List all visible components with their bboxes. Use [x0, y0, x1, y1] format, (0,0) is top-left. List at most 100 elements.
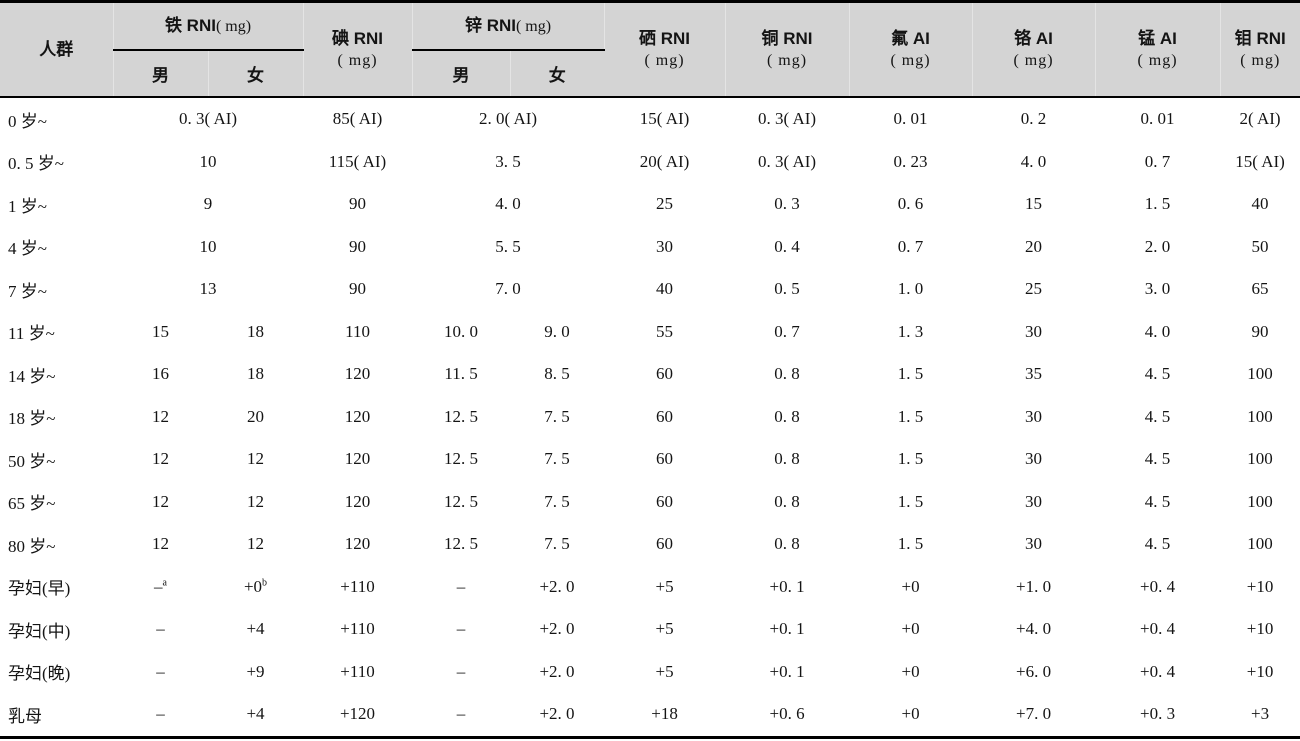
table-row: 0 岁~ 0. 3( AI) 85( AI) 2. 0( AI) 15( AI) 0. 3… [0, 96, 1300, 141]
row-label: 14 岁~ [0, 353, 113, 396]
cell: +0. 6 [725, 693, 850, 737]
row-label: 孕妇(中) [0, 608, 113, 651]
row-label: 65 岁~ [0, 480, 113, 523]
header-fluorine-title: 氟 AI [891, 28, 930, 48]
header-iodine: 碘 RNI ( mg) [303, 1, 413, 97]
cell: 100 [1220, 480, 1300, 523]
cell: 18 [208, 353, 304, 396]
cell: 90 [1220, 310, 1300, 353]
cell: 0. 8 [725, 438, 850, 481]
cell: 0. 01 [1095, 96, 1221, 141]
header-iron-title: 铁 RNI [164, 15, 216, 35]
cell: +2. 0 [510, 565, 605, 608]
cell: +2. 0 [510, 693, 605, 737]
cell: 1. 5 [1095, 183, 1221, 226]
cell: +10 [1220, 565, 1300, 608]
row-label: 80 岁~ [0, 523, 113, 566]
cell: 20 [208, 395, 304, 438]
cell: +1. 0 [972, 565, 1096, 608]
footnote-marker: b [262, 577, 268, 589]
cell: +4 [208, 693, 304, 737]
cell: 50 [1220, 225, 1300, 268]
header-chromium-unit: ( mg) [1013, 51, 1054, 69]
cell: 20( AI) [604, 140, 726, 183]
cell: – [113, 693, 208, 737]
cell: 30 [972, 438, 1096, 481]
cell: +0 [849, 565, 973, 608]
cell: 0. 8 [725, 480, 850, 523]
cell: 7. 5 [510, 480, 605, 523]
cell: 4. 0 [1095, 310, 1221, 353]
cell: 3. 0 [1095, 268, 1221, 311]
table-row: 乳母 – +4 +120– +2. 0 +18 +0. 6 +0 +7. 0 +0. 3 +3 [0, 693, 1300, 737]
row-label: 乳母 [0, 693, 113, 737]
cell: +0. 1 [725, 608, 850, 651]
header-zinc-unit: ( mg) [515, 17, 552, 35]
cell: 16 [113, 353, 208, 396]
row-label: 11 岁~ [0, 310, 113, 353]
header-fluorine: 氟 AI ( mg) [849, 1, 973, 97]
cell: 1. 5 [849, 395, 973, 438]
cell: +0. 1 [725, 650, 850, 693]
table-row: 0. 5 岁~ 10 115( AI) 3. 5 20( AI) 0. 3( AI) 0. … [0, 140, 1300, 183]
table-row: 4 岁~ 10 90 5. 5 30 0. 4 0. 7 20 2. 0 50 [0, 225, 1300, 268]
cell: 40 [1220, 183, 1300, 226]
cell: 0. 5 [725, 268, 850, 311]
cell: 1. 3 [849, 310, 973, 353]
header-population-label: 人群 [39, 39, 74, 59]
cell: 120 [303, 523, 413, 566]
cell: 4. 0 [412, 183, 605, 226]
table-row: 80 岁~ 12 12 120 12. 5 7. 5 60 0. 8 1. 5 30 4. 5 100 [0, 523, 1300, 566]
cell: +0. 1 [725, 565, 850, 608]
cell: 40 [604, 268, 726, 311]
cell: 2( AI) [1220, 96, 1300, 141]
cell: 4. 5 [1095, 523, 1221, 566]
cell: 0. 01 [849, 96, 973, 141]
cell: 9 [113, 183, 304, 226]
cell: 35 [972, 353, 1096, 396]
cell: 4. 5 [1095, 395, 1221, 438]
cell: 3. 5 [412, 140, 605, 183]
cell: 0. 7 [849, 225, 973, 268]
cell: 0. 3( AI) [725, 96, 850, 141]
header-manganese: 锰 AI ( mg) [1095, 1, 1221, 97]
cell: 15( AI) [604, 96, 726, 141]
cell: 7. 5 [510, 438, 605, 481]
cell: +0. 4 [1095, 565, 1221, 608]
cell: +0 [849, 650, 973, 693]
row-label: 孕妇(晚) [0, 650, 113, 693]
cell: 100 [1220, 353, 1300, 396]
cell: 90 [303, 183, 413, 226]
cell: 8. 5 [510, 353, 605, 396]
cell: +9 [208, 650, 304, 693]
cell: 4. 5 [1095, 480, 1221, 523]
cell: +4 [208, 608, 304, 651]
cell: 60 [604, 353, 726, 396]
cell: 60 [604, 480, 726, 523]
cell: 2. 0 [1095, 225, 1221, 268]
cell: 25 [604, 183, 726, 226]
cell: – [113, 650, 208, 693]
row-label: 0. 5 岁~ [0, 140, 113, 183]
cell: +2. 0 [510, 608, 605, 651]
cell: 12. 5 [412, 395, 511, 438]
cell: 12 [113, 438, 208, 481]
cell: +0. 3 [1095, 693, 1221, 737]
cell: 120 [303, 395, 413, 438]
cell: 30 [604, 225, 726, 268]
cell: 12. 5 [412, 480, 511, 523]
cell: +2. 0 [510, 650, 605, 693]
cell: +110 [303, 608, 413, 651]
table-row: 18 岁~ 12 20 120 12. 5 7. 5 60 0. 8 1. 5 30 4. 5 100 [0, 395, 1300, 438]
cell: +10 [1220, 608, 1300, 651]
table-header: 人群 铁 RNI( mg) 碘 RNI ( mg) 锌 RNI( mg) 硒 R… [0, 1, 1300, 97]
cell: 0. 7 [725, 310, 850, 353]
cell: 12 [113, 480, 208, 523]
table-row: 1 岁~ 9 90 4. 0 25 0. 3 0. 6 15 1. 5 40 [0, 183, 1300, 226]
cell: +5 [604, 565, 726, 608]
cell: 10. 0 [412, 310, 511, 353]
header-zinc-male: 男 [412, 50, 511, 97]
row-label: 孕妇(早) [0, 565, 113, 608]
cell: 4. 0 [972, 140, 1096, 183]
